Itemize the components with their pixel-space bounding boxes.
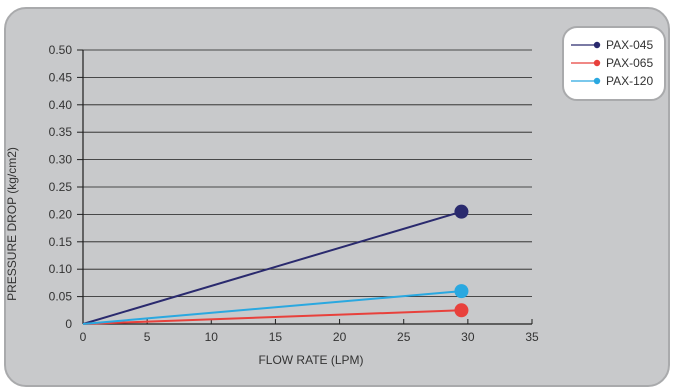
data-point-pax-120 [454, 284, 469, 299]
legend-label: PAX-120 [606, 74, 653, 88]
x-tick-label: 30 [461, 330, 475, 344]
axes [77, 49, 533, 325]
y-tick-label: 0.15 [49, 235, 73, 249]
series-line-pax-045 [82, 210, 462, 325]
y-tick-label: 0.05 [49, 290, 73, 304]
gridlines [83, 49, 532, 298]
y-tick-label: 0.50 [49, 43, 73, 57]
x-axis-title: FLOW RATE (LPM) [258, 353, 363, 367]
y-tick-label: 0.45 [49, 70, 73, 84]
y-tick-label: 0.25 [49, 180, 73, 194]
y-tick-label: 0 [65, 317, 72, 331]
series-lines [82, 204, 469, 325]
x-tick-label: 0 [80, 330, 87, 344]
x-tick-label: 15 [269, 330, 283, 344]
legend-marker [593, 41, 601, 49]
legend-label: PAX-065 [606, 56, 653, 70]
data-point-pax-045 [454, 204, 469, 219]
legend-marker [593, 77, 601, 85]
y-tick-label: 0.30 [49, 153, 73, 167]
legend: PAX-045 PAX-065 PAX-120 [562, 26, 666, 101]
series-line-pax-120 [82, 290, 462, 325]
y-axis-title: PRESSURE DROP (kg/cm2) [5, 147, 19, 301]
legend-label: PAX-045 [606, 38, 653, 52]
y-tick-labels: 0 0.05 0.10 0.15 0.20 0.25 0.30 0.35 0.40 0.45 0.5… [49, 43, 73, 331]
x-tick-label: 20 [333, 330, 347, 344]
y-tick-label: 0.20 [49, 207, 73, 221]
x-tick-label: 35 [525, 330, 539, 344]
legend-marker [593, 59, 601, 67]
y-tick-label: 0.10 [49, 262, 73, 276]
series-line-pax-065 [82, 309, 462, 325]
y-tick-label: 0.40 [49, 98, 73, 112]
x-tick-labels: 0 5 10 15 20 25 30 35 [80, 330, 539, 344]
x-tick-label: 5 [144, 330, 151, 344]
x-tick-label: 25 [397, 330, 411, 344]
x-tick-label: 10 [205, 330, 219, 344]
y-tick-label: 0.35 [49, 125, 73, 139]
data-point-pax-065 [454, 303, 469, 318]
